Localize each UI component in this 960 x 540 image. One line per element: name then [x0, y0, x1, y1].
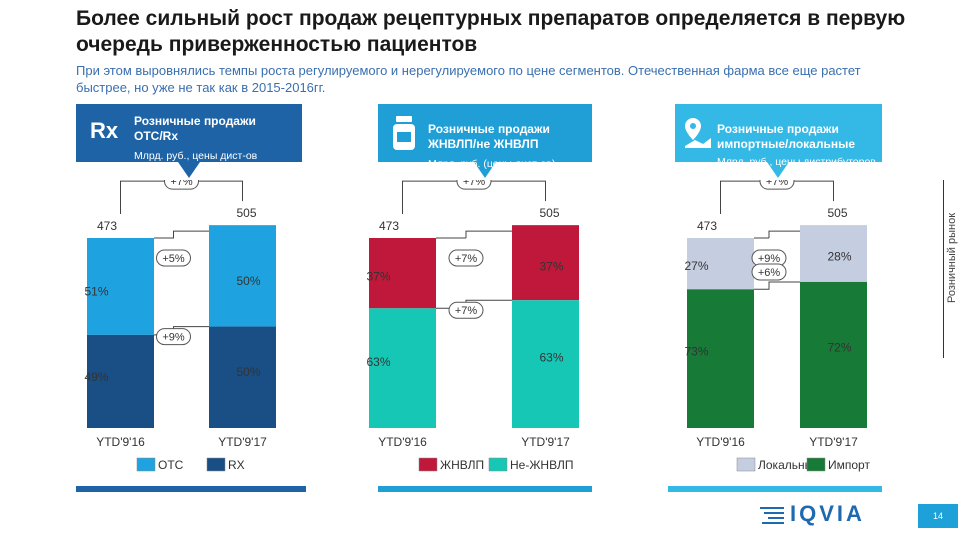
page-title: Более сильный рост продаж рецептурных пр… [76, 7, 906, 56]
growth-series-label: +6% [758, 267, 781, 279]
bar-segment-Импорт [687, 289, 754, 428]
bar-segment-ЖНВЛП [512, 225, 579, 301]
data-label: 50% [236, 365, 260, 379]
bar-segment-Не-ЖНВЛП [369, 308, 436, 428]
data-label: 27% [684, 259, 708, 273]
footer-line-1 [76, 486, 306, 492]
total-label: 505 [236, 206, 256, 220]
category-label: YTD'9'16 [696, 435, 745, 449]
bar-segment-RX [209, 326, 276, 428]
bar-segment-Импорт [800, 281, 867, 428]
legend-swatch [736, 457, 756, 472]
banner-unit: Млрд. руб., цены дистрибуторов [717, 156, 876, 168]
footer-line-2 [378, 486, 592, 492]
segment-connector [436, 230, 512, 239]
growth-total-label: +7% [170, 180, 193, 188]
growth-total-label-bubble [456, 180, 492, 190]
growth-series-label: +9% [162, 332, 185, 344]
legend-swatch [206, 457, 226, 472]
data-label: 28% [827, 249, 851, 263]
growth-series-label: +7% [455, 305, 478, 317]
bar-segment-Не-ЖНВЛП [512, 300, 579, 428]
legend-label: Не-ЖНВЛП [510, 458, 573, 472]
growth-series-label-bubble [448, 249, 484, 267]
segment-connector [754, 230, 800, 239]
growth-series-label-bubble [156, 328, 191, 346]
legend-label: Импорт [828, 458, 870, 472]
banner-title: Розничные продажи ЖНВЛП/не ЖНВЛП [428, 122, 550, 151]
side-divider [943, 180, 944, 358]
growth-series-label-bubble [751, 263, 787, 281]
iqvia-logo-mark [760, 505, 788, 530]
iqvia-logo: IQVIA [790, 501, 865, 526]
banner-title: Розничные продажи импортные/локальные [717, 122, 856, 151]
banner-import-local: Розничные продажи импортные/локальные Мл… [675, 104, 882, 178]
data-label: 63% [539, 351, 563, 365]
data-label: 50% [236, 274, 260, 288]
growth-total-label-bubble [164, 180, 199, 190]
growth-total-label: +7% [463, 180, 486, 188]
segment-connector [154, 230, 209, 239]
total-label: 505 [827, 206, 847, 220]
segment-connector [754, 281, 800, 290]
legend-label: OTC [158, 458, 184, 472]
banner-otc-rx: Rx Розничные продажи ОТС/Rx Млрд. руб., … [76, 104, 302, 178]
bar-segment-Локальные [800, 225, 867, 282]
category-label: YTD'9'17 [218, 435, 267, 449]
banner-unit: Млрд. руб., цены дист-ов [134, 150, 258, 162]
data-label: 37% [366, 270, 390, 284]
total-label: 473 [379, 219, 399, 233]
growth-series-label: +7% [455, 253, 478, 265]
banner-zhnvlp: Розничные продажи ЖНВЛП/не ЖНВЛП Млрд. р… [378, 104, 592, 178]
bar-segment-Локальные [687, 238, 754, 290]
growth-total-label: +7% [766, 180, 789, 188]
category-label: YTD'9'17 [809, 435, 858, 449]
bar-segment-OTC [209, 225, 276, 327]
legend-label: Локальные [758, 458, 820, 472]
data-label: 51% [84, 284, 108, 298]
category-label: YTD'9'16 [378, 435, 427, 449]
rx-icon: Rx [90, 118, 119, 143]
legend-label: RX [228, 458, 245, 472]
charts-area: 51% 49% 473 YTD'9'16 50% 50% 505 YTD'9'17 +7% +5%… [84, 180, 870, 472]
page-number: 14 [918, 504, 958, 528]
data-label: 63% [366, 355, 390, 369]
category-label: YTD'9'16 [96, 435, 145, 449]
total-label: 505 [539, 206, 559, 220]
growth-series-label-bubble [156, 249, 191, 267]
legend-label: ЖНВЛП [440, 458, 484, 472]
banner-unit: Млрд. руб. (цены дист-ов) [428, 158, 556, 170]
page-subtitle: При этом выровнялись темпы роста регулир… [76, 63, 861, 95]
data-label: 49% [84, 370, 108, 384]
growth-series-label: +5% [162, 253, 185, 265]
growth-series-label: +9% [758, 253, 781, 265]
legend-swatch [136, 457, 156, 472]
legend-swatch [418, 457, 438, 472]
data-label: 37% [539, 259, 563, 273]
footer-line-3 [668, 486, 882, 492]
bar-segment-RX [87, 334, 154, 428]
total-label: 473 [697, 219, 717, 233]
data-label: 72% [827, 341, 851, 355]
bar-segment-OTC [87, 238, 154, 335]
data-label: 73% [684, 345, 708, 359]
growth-series-label-bubble [448, 301, 484, 319]
total-label: 473 [97, 219, 117, 233]
legend-swatch [806, 457, 826, 472]
growth-total-label-bubble [759, 180, 795, 190]
category-label: YTD'9'17 [521, 435, 570, 449]
banner-title: Розничные продажи ОТС/Rx [134, 114, 256, 143]
bar-segment-ЖНВЛП [369, 238, 436, 309]
legend-swatch [488, 457, 508, 472]
